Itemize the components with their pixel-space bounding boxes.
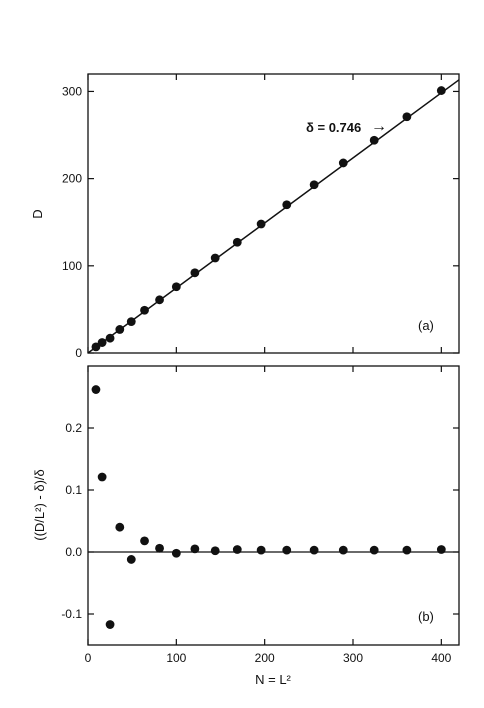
panel-b-data-point xyxy=(91,385,101,394)
panel-b-x-tick-label: 0 xyxy=(85,651,92,665)
panel-a-y-tick-label: 300 xyxy=(62,84,82,98)
panel-a-data-point xyxy=(155,295,164,305)
panel-a-y-tick-label: 100 xyxy=(62,259,82,273)
panel-b-y-tick-label: 0.0 xyxy=(65,545,82,559)
panel-a-data-point xyxy=(190,268,200,278)
panel-b-data-point xyxy=(369,545,379,555)
panel-b-frame xyxy=(87,365,460,646)
panel-a: 0 100 200 300 δ = 0.746 → (a) D xyxy=(30,73,460,360)
panel-a-y-tick-label: 0 xyxy=(75,346,82,360)
panel-a-label: (a) xyxy=(418,318,434,333)
panel-b-data-point xyxy=(338,545,348,555)
panel-a-data-point xyxy=(115,325,125,334)
panel-a-fit-line xyxy=(87,79,460,354)
panel-b-data-point xyxy=(309,545,319,555)
panel-b-x-tick-label: 200 xyxy=(255,651,275,665)
panel-a-data-point xyxy=(338,158,348,168)
panel-b-x-tick-label: 300 xyxy=(343,651,363,665)
panel-a-data-point xyxy=(126,317,136,327)
panel-b: 0 100 200 300 400 -0.1 0.0 0.1 0.2 (b) ((D/L²) -… xyxy=(32,365,460,687)
panel-b-x-tick-label: 400 xyxy=(431,651,451,665)
panel-b-y-axis-title: ((D/L²) - δ)/δ xyxy=(32,469,47,541)
panel-a-ticks: 0 100 200 300 xyxy=(62,74,459,360)
panel-b-data-point xyxy=(256,545,266,555)
panel-a-frame xyxy=(87,73,460,354)
delta-arrow: → xyxy=(371,118,387,135)
panel-a-data-point xyxy=(97,338,107,347)
panel-b-y-tick-label: 0.1 xyxy=(65,483,82,497)
panel-a-data-point xyxy=(140,305,149,315)
panel-b-y-tick-label: -0.1 xyxy=(61,607,82,621)
panel-b-label: (b) xyxy=(418,609,434,624)
panel-a-data-point xyxy=(369,135,379,145)
panel-a-data-point xyxy=(210,253,220,263)
panel-b-data-point xyxy=(126,555,136,564)
panel-a-points xyxy=(91,86,446,352)
panel-b-data-point xyxy=(115,522,125,532)
panel-a-data-point xyxy=(256,219,266,229)
panel-a-y-tick-label: 200 xyxy=(62,172,82,186)
panel-a-data-point xyxy=(309,180,319,190)
panel-a-data-point xyxy=(232,237,242,247)
panel-b-ticks: 0 100 200 300 400 -0.1 0.0 0.1 0.2 xyxy=(61,366,459,665)
delta-annotation: δ = 0.746 xyxy=(306,120,361,135)
panel-b-x-tick-label: 100 xyxy=(166,651,186,665)
panel-b-data-point xyxy=(210,546,220,556)
panel-b-data-point xyxy=(436,545,446,554)
panel-b-data-point xyxy=(171,548,181,558)
panel-b-points xyxy=(91,385,446,629)
panel-a-y-axis-title: D xyxy=(30,209,45,218)
panel-b-data-point xyxy=(97,472,107,482)
panel-a-data-point xyxy=(436,86,446,95)
panel-a-data-point xyxy=(282,200,292,210)
panel-a-data-point xyxy=(402,112,412,122)
panel-b-data-point xyxy=(155,543,164,553)
panel-b-data-point xyxy=(105,620,115,629)
panel-a-data-point xyxy=(171,282,181,292)
panel-b-data-point xyxy=(282,545,292,555)
panel-b-data-point xyxy=(140,536,149,546)
panel-b-data-point xyxy=(402,545,412,555)
panel-b-data-point xyxy=(232,545,242,554)
panel-a-data-point xyxy=(91,342,101,352)
panel-a-data-point xyxy=(105,333,115,343)
panel-b-y-tick-label: 0.2 xyxy=(65,421,82,435)
panel-b-data-point xyxy=(190,544,200,554)
x-axis-title: N = L² xyxy=(255,672,291,687)
